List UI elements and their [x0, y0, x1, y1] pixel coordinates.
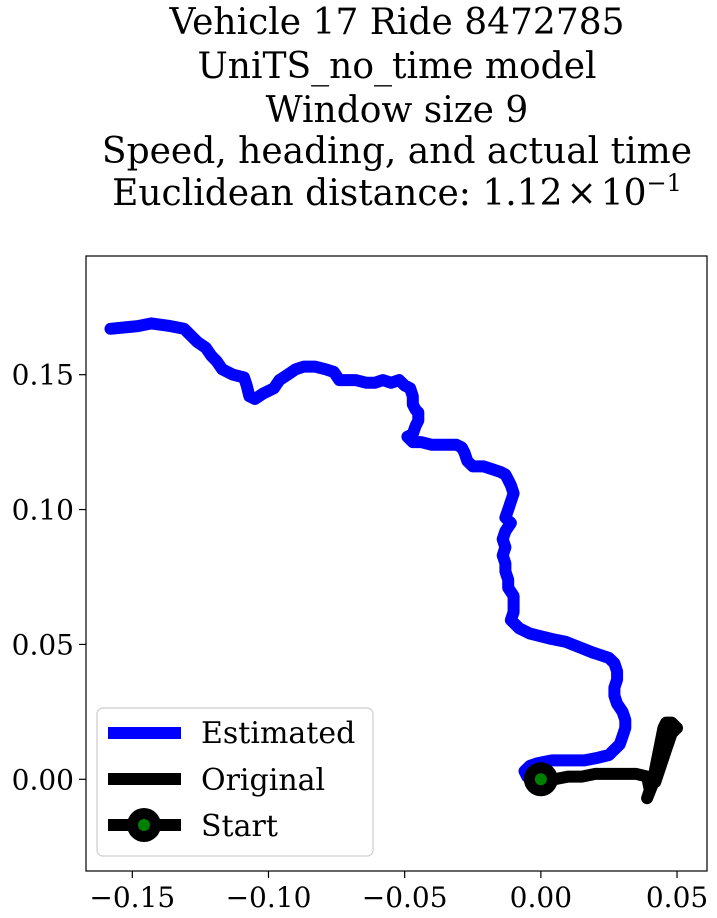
start-marker-inner	[534, 773, 547, 786]
legend-label-original: Original	[201, 763, 325, 798]
x-tick-label: −0.10	[226, 881, 312, 914]
x-tick-label: 0.05	[646, 881, 708, 914]
title-metric-times: ×	[567, 173, 597, 214]
legend-marker-start-inner	[138, 819, 150, 831]
title-metric-exponent: −1	[647, 169, 682, 197]
y-tick-label: 0.00	[12, 763, 74, 796]
title-line-5: Euclidean distance: 1.12 × 10−1	[112, 169, 682, 214]
y-tick-label: 0.10	[12, 494, 74, 527]
x-tick-label: −0.05	[362, 881, 448, 914]
y-axis: 0.00 0.05 0.10 0.15	[12, 359, 86, 796]
legend-label-start: Start	[201, 809, 278, 844]
series-line-estimated	[104, 317, 632, 783]
title-line-3: Window size 9	[266, 90, 529, 131]
x-tick-label: 0.00	[510, 881, 572, 914]
x-tick-label: −0.15	[89, 881, 175, 914]
chart-title: Vehicle 17 Ride 8472785 UniTS_no_time mo…	[102, 2, 692, 214]
title-metric-base: 10	[601, 173, 647, 214]
plot-frame	[85, 255, 708, 872]
title-metric-mantissa: 1.12	[482, 173, 562, 214]
legend-label-estimated: Estimated	[201, 716, 355, 751]
series-line-original	[534, 716, 683, 805]
y-tick-label: 0.15	[12, 359, 74, 392]
legend: Estimated Original Start	[96, 707, 374, 857]
title-metric-label: Euclidean distance:	[112, 173, 482, 214]
title-line-4: Speed, heading, and actual time	[102, 131, 692, 172]
series-layer	[104, 317, 683, 805]
title-line-2: UniTS_no_time model	[197, 46, 596, 87]
x-axis: −0.15 −0.10 −0.05 0.00 0.05	[89, 871, 708, 914]
y-tick-label: 0.05	[12, 628, 74, 661]
title-line-1: Vehicle 17 Ride 8472785	[168, 2, 624, 43]
